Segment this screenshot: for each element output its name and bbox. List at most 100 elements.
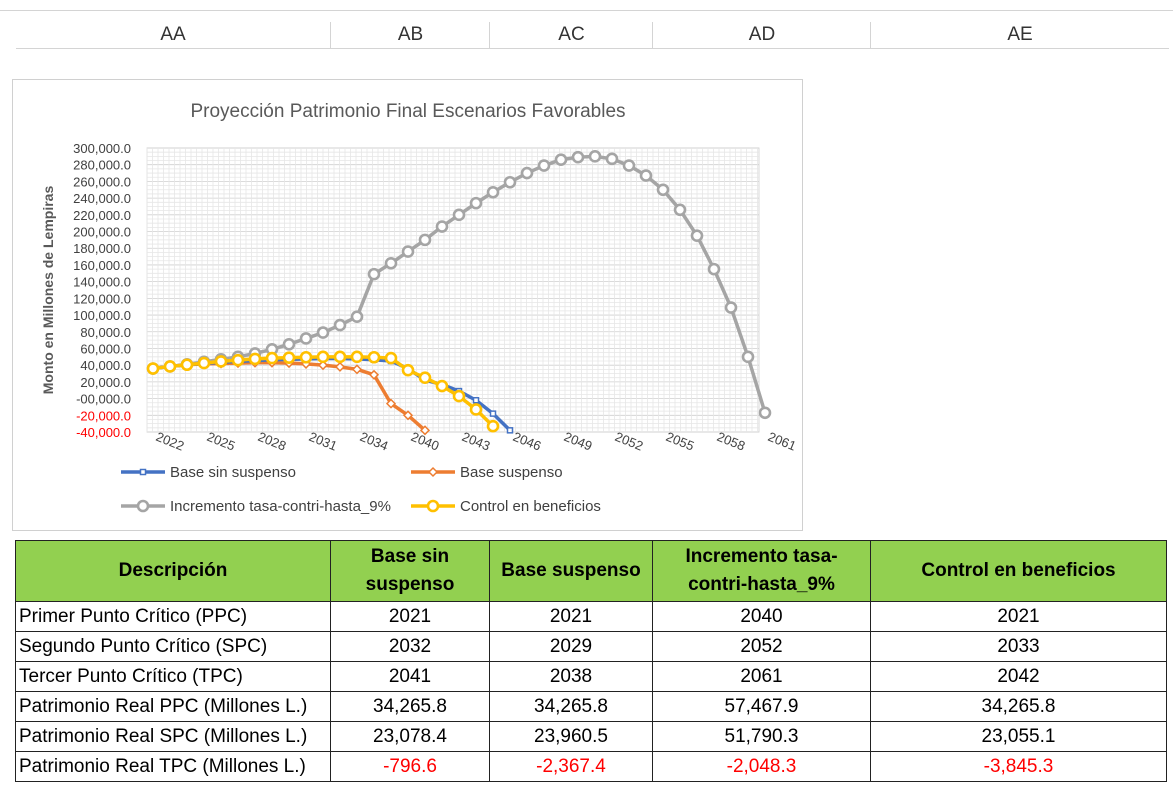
column-header-ac[interactable]: AC [489, 22, 653, 49]
column-header-ad[interactable]: AD [652, 22, 871, 49]
table-cell[interactable]: 34,265.8 [489, 691, 653, 722]
data-point [554, 153, 568, 166]
row-label[interactable]: Patrimonio Real SPC (Millones L.) [15, 721, 331, 752]
y-tick-label: 300,000.0 [73, 141, 131, 156]
data-point [472, 397, 480, 404]
row-label[interactable]: Patrimonio Real PPC (Millones L.) [15, 691, 331, 722]
data-point [503, 175, 517, 189]
header-control-beneficios[interactable]: Control en beneficios [870, 540, 1167, 602]
table-header-row: Descripción Base sin suspenso Base suspe… [15, 540, 1167, 602]
data-point [673, 203, 687, 217]
row-label[interactable]: Primer Punto Crítico (PPC) [15, 601, 331, 632]
table-cell[interactable]: 2038 [489, 661, 653, 692]
legend-label: Control en beneficios [460, 498, 601, 515]
table-cell[interactable]: 2032 [330, 631, 490, 662]
data-point [506, 427, 514, 434]
chart-legend: Base sin suspenso Base suspenso Incremento… [121, 464, 601, 515]
table-cell-negative[interactable]: -2,048.3 [652, 751, 871, 782]
table-cell[interactable]: 23,078.4 [330, 721, 490, 752]
y-tick-label: 260,000.0 [73, 174, 131, 189]
data-point [418, 233, 432, 247]
table-cell[interactable]: 2021 [330, 601, 490, 632]
data-point [146, 362, 160, 375]
column-header-aa[interactable]: AA [16, 22, 330, 49]
data-point [469, 196, 483, 210]
data-point [724, 301, 738, 314]
data-point [690, 229, 704, 243]
data-point [418, 371, 432, 385]
table-row: Segundo Punto Crítico (SPC) 2032 2029 20… [15, 631, 1167, 662]
header-base-sin-suspenso[interactable]: Base sin suspenso [330, 540, 490, 602]
table-cell[interactable]: 2052 [652, 631, 871, 662]
x-tick-label: 2028 [256, 429, 288, 454]
chart-area[interactable]: 300,000.0 280,000.0 260,000.0 240,000.0 220,… [12, 79, 803, 531]
table-cell[interactable]: 2061 [652, 661, 871, 692]
y-tick-label: 120,000.0 [73, 291, 131, 306]
y-tick-label: 280,000.0 [73, 158, 131, 173]
table-cell[interactable]: 2021 [870, 601, 1167, 632]
x-tick-label: 2040 [409, 429, 441, 454]
data-point [427, 466, 439, 478]
legend-label: Base suspenso [460, 464, 563, 481]
x-tick-label: 2034 [358, 429, 390, 454]
table-cell[interactable]: 51,790.3 [652, 721, 871, 752]
data-point [350, 350, 364, 364]
data-point [231, 353, 245, 367]
data-point [384, 256, 398, 270]
data-point [368, 369, 380, 380]
table-cell[interactable]: 2042 [870, 661, 1167, 692]
x-tick-label: 2058 [715, 429, 747, 454]
header-descripcion[interactable]: Descripción [15, 540, 331, 602]
x-tick-label: 2052 [613, 429, 645, 454]
data-point [426, 499, 440, 513]
table-cell[interactable]: 23,055.1 [870, 721, 1167, 752]
data-point [419, 425, 431, 436]
data-point [385, 398, 397, 409]
row-label[interactable]: Segundo Punto Crítico (SPC) [15, 631, 331, 662]
y-tick-label: 220,000.0 [73, 208, 131, 223]
row-label[interactable]: Tercer Punto Crítico (TPC) [15, 661, 331, 692]
y-tick-label: 240,000.0 [73, 191, 131, 206]
y-tick-label: 180,000.0 [73, 241, 131, 256]
x-tick-label: 2061 [766, 429, 798, 454]
table-cell-negative[interactable]: -3,845.3 [870, 751, 1167, 782]
data-point [299, 332, 313, 345]
data-point [367, 267, 381, 281]
legend-label: Incremento tasa-contri-hasta_9% [170, 498, 391, 515]
data-point [214, 355, 228, 368]
table-cell[interactable]: 23,960.5 [489, 721, 653, 752]
header-incremento[interactable]: Incremento tasa-contri-hasta_9% [652, 540, 871, 602]
table-cell[interactable]: 2033 [870, 631, 1167, 662]
data-point [639, 169, 653, 182]
table-cell[interactable]: 2040 [652, 601, 871, 632]
table-cell[interactable]: 34,265.8 [330, 691, 490, 722]
x-tick-label: 2055 [664, 429, 696, 454]
data-point [351, 364, 363, 375]
table-cell[interactable]: 2041 [330, 661, 490, 692]
header-base-suspenso[interactable]: Base suspenso [489, 540, 653, 602]
data-point [452, 208, 466, 222]
data-point [452, 389, 466, 403]
table-cell-negative[interactable]: -796.6 [330, 751, 490, 782]
column-header-ae[interactable]: AE [870, 22, 1169, 49]
table-cell[interactable]: 57,467.9 [652, 691, 871, 722]
y-tick-label: 20,000.0 [80, 375, 131, 390]
data-point [469, 403, 483, 416]
data-point [163, 360, 177, 373]
data-point [605, 152, 619, 166]
table-cell[interactable]: 2029 [489, 631, 653, 662]
table-cell[interactable]: 2021 [489, 601, 653, 632]
table-row: Patrimonio Real TPC (Millones L.) -796.6… [15, 751, 1167, 782]
data-point [520, 166, 534, 180]
data-point [384, 351, 398, 365]
column-header-ab[interactable]: AB [330, 22, 490, 49]
table-cell[interactable]: 34,265.8 [870, 691, 1167, 722]
chart-series [146, 150, 772, 436]
data-point [537, 159, 551, 172]
data-point [435, 220, 449, 233]
row-label[interactable]: Patrimonio Real TPC (Millones L.) [15, 751, 331, 782]
table-cell-negative[interactable]: -2,367.4 [489, 751, 653, 782]
data-point [571, 150, 585, 164]
